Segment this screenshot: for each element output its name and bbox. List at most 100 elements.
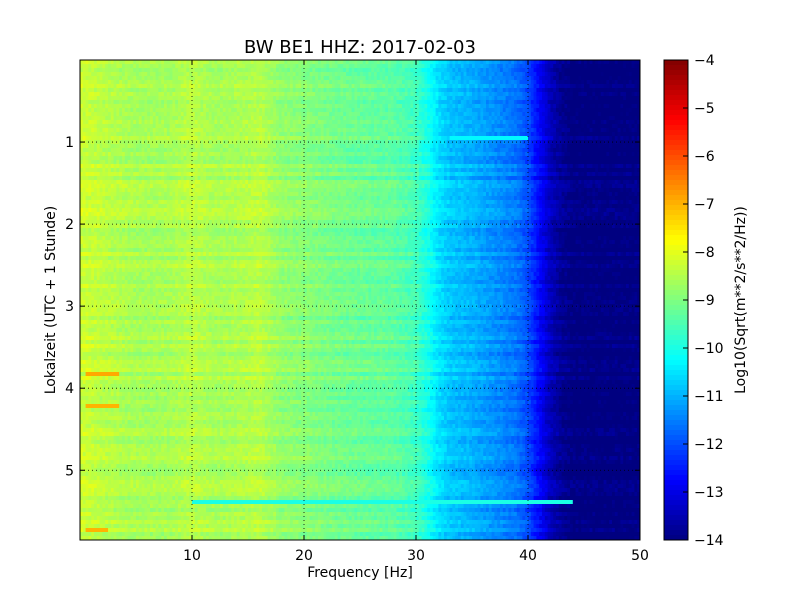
heatmap-cell [629,156,632,160]
heatmap-cell [88,124,91,128]
heatmap-cell [466,68,469,72]
heatmap-cell [195,136,198,140]
heatmap-cell [402,152,405,156]
heatmap-cell [447,144,450,148]
heatmap-cell [296,76,299,80]
heatmap-cell [290,80,293,84]
heatmap-cell [382,132,385,136]
heatmap-cell [455,88,458,92]
heatmap-cell [100,96,103,100]
heatmap-cell [259,116,262,120]
heatmap-cell [371,96,374,100]
heatmap-cell [270,116,273,120]
heatmap-cell [231,116,234,120]
heatmap-cell [340,92,343,96]
heatmap-cell [276,152,279,156]
heatmap-cell [542,60,545,64]
heatmap-cell [394,152,397,156]
heatmap-cell [419,104,422,108]
heatmap-cell [307,112,310,116]
heatmap-cell [343,100,346,104]
heatmap-cell [534,152,537,156]
heatmap-cell [114,148,117,152]
heatmap-cell [623,156,626,160]
heatmap-cell [469,76,472,80]
heatmap-cell [548,72,551,76]
heatmap-cell [522,152,525,156]
heatmap-cell [380,124,383,128]
heatmap-cell [265,60,268,64]
heatmap-cell [405,104,408,108]
heatmap-cell [86,108,89,112]
heatmap-cell [86,124,89,128]
heatmap-cell [116,116,119,120]
heatmap-cell [629,96,632,100]
heatmap-cell [483,148,486,152]
heatmap-cell [326,128,329,132]
heatmap-cell [388,92,391,96]
heatmap-cell [270,104,273,108]
heatmap-cell [273,80,276,84]
heatmap-cell [310,100,313,104]
heatmap-cell [550,100,553,104]
heatmap-cell [634,112,637,116]
heatmap-cell [578,92,581,96]
heatmap-cell [455,84,458,88]
heatmap-cell [242,88,245,92]
heatmap-cell [366,144,369,148]
heatmap-cell [612,72,615,76]
heatmap-cell [623,120,626,124]
heatmap-cell [144,88,147,92]
heatmap-cell [242,68,245,72]
heatmap-cell [125,156,128,160]
heatmap-cell [469,108,472,112]
heatmap-cell [550,116,553,120]
heatmap-cell [444,60,447,64]
heatmap-cell [531,112,534,116]
heatmap-cell [94,144,97,148]
heatmap-cell [318,68,321,72]
heatmap-cell [436,84,439,88]
heatmap-cell [374,80,377,84]
heatmap-cell [349,84,352,88]
heatmap-cell [514,108,517,112]
heatmap-cell [550,108,553,112]
heatmap-cell [217,64,220,68]
heatmap-cell [458,88,461,92]
heatmap-cell [340,152,343,156]
heatmap-cell [209,112,212,116]
heatmap-cell [567,112,570,116]
heatmap-cell [410,76,413,80]
heatmap-cell [340,108,343,112]
heatmap-cell [332,88,335,92]
heatmap-cell [606,88,609,92]
heatmap-cell [318,92,321,96]
heatmap-cell [559,76,562,80]
heatmap-cell [164,92,167,96]
heatmap-cell [279,100,282,104]
heatmap-cell [125,112,128,116]
heatmap-cell [212,64,215,68]
heatmap-cell [601,140,604,144]
heatmap-cell [212,72,215,76]
heatmap-cell [427,112,430,116]
heatmap-cell [254,128,257,132]
heatmap-cell [102,152,105,156]
heatmap-cell [153,152,156,156]
heatmap-cell [268,148,271,152]
heatmap-cell [517,72,520,76]
heatmap-cell [128,116,131,120]
heatmap-cell [556,132,559,136]
heatmap-cell [128,144,131,148]
heatmap-cell [242,124,245,128]
heatmap-cell [576,148,579,152]
heatmap-cell [86,76,89,80]
heatmap-cell [385,88,388,92]
heatmap-cell [97,136,100,140]
heatmap-cell [223,128,226,132]
heatmap-cell [276,136,279,140]
heatmap-cell [139,120,142,124]
heatmap-cell [385,156,388,160]
heatmap-cell [321,116,324,120]
heatmap-cell [573,72,576,76]
